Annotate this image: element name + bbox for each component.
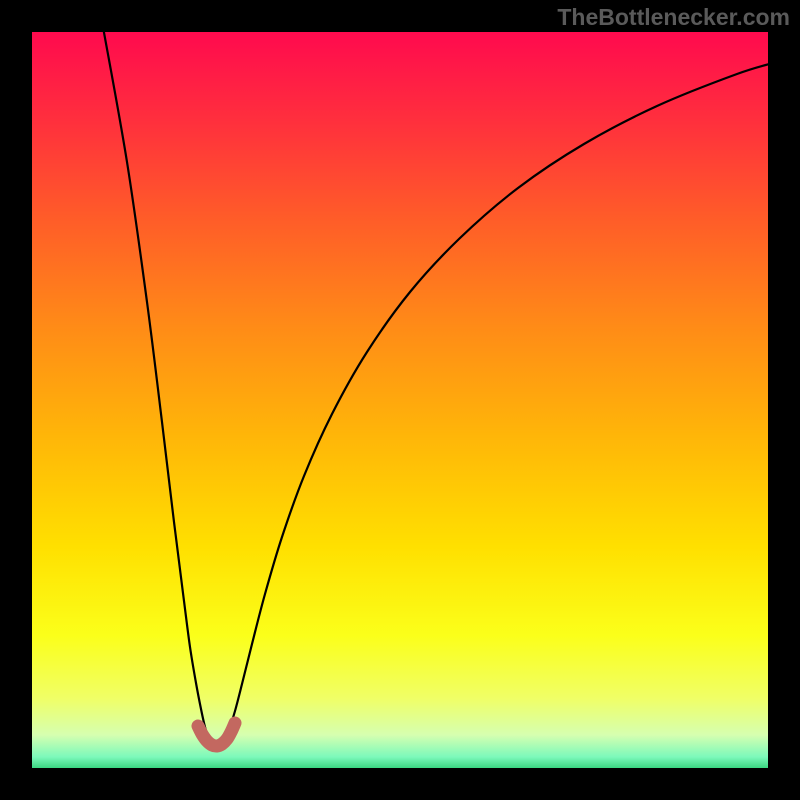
chart-frame: TheBottlenecker.com (0, 0, 800, 800)
plot-area (32, 32, 768, 768)
watermark-text: TheBottlenecker.com (557, 4, 790, 31)
chart-svg (32, 32, 768, 768)
gradient-background (32, 32, 768, 768)
